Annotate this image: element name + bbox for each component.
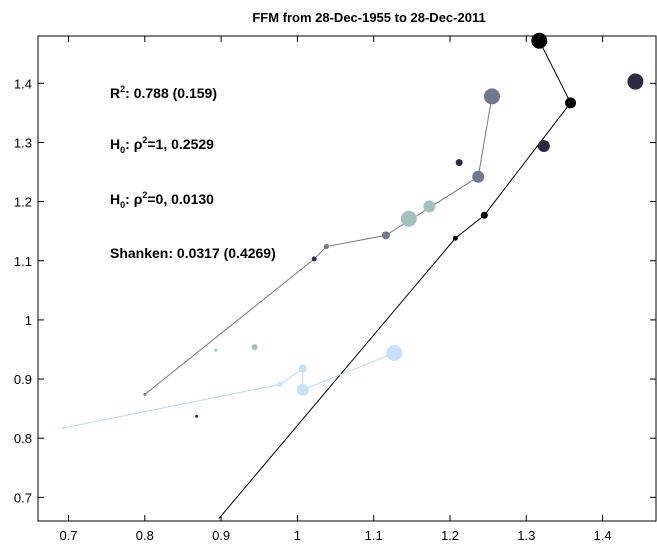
- y-tick-label: 1.4: [14, 76, 32, 91]
- data-points: [61, 32, 644, 430]
- data-point: [195, 414, 199, 418]
- data-point: [423, 200, 436, 213]
- x-tick-label: 1.3: [517, 528, 535, 543]
- x-tick-label: 1.1: [365, 528, 383, 543]
- data-point: [381, 231, 390, 240]
- data-point: [400, 210, 417, 227]
- x-tick-label: 0.8: [136, 528, 154, 543]
- data-point: [296, 383, 309, 396]
- data-point: [61, 426, 65, 430]
- data-point: [627, 73, 644, 90]
- data-point: [565, 97, 577, 109]
- data-point: [214, 348, 218, 352]
- data-point: [472, 170, 485, 183]
- chart-title: FFM from 28-Dec-1955 to 28-Dec-2011: [252, 10, 485, 25]
- y-tick-label: 1.2: [14, 195, 32, 210]
- data-point: [531, 32, 548, 49]
- h0-rho0-annotation: H0: ρ2=0, 0.0130: [110, 190, 214, 210]
- data-point: [143, 392, 147, 396]
- h0-rho1-annotation: H0: ρ2=1, 0.2529: [110, 135, 214, 155]
- annotations: R2: 0.788 (0.159) H0: ρ2=1, 0.2529 H0: ρ…: [110, 84, 276, 261]
- data-point: [386, 345, 403, 362]
- y-tick-label: 0.7: [14, 490, 32, 505]
- plot-area: [37, 35, 657, 522]
- data-point: [298, 364, 307, 373]
- y-tick-label: 0.9: [14, 372, 32, 387]
- data-point: [452, 235, 458, 241]
- data-point: [251, 344, 258, 351]
- y-tick-label: 0.8: [14, 431, 32, 446]
- shanken-annotation: Shanken: 0.0317 (0.4269): [110, 245, 276, 261]
- series-line: [144, 96, 493, 395]
- x-tick-label: 1.4: [594, 528, 612, 543]
- y-tick-label: 1: [25, 313, 32, 328]
- data-point: [323, 244, 329, 250]
- y-tick-label: 1.1: [14, 254, 32, 269]
- axis-ticks: 0.7 0.8 0.9 1 1.1 1.2 1.3 1.4 0.7 0.8 0.9 1 1.1 1.2 1.…: [14, 36, 656, 543]
- data-point: [311, 256, 317, 262]
- r2-annotation: R2: 0.788 (0.159): [110, 84, 217, 101]
- x-tick-label: 0.9: [212, 528, 230, 543]
- x-tick-label: 1: [294, 528, 301, 543]
- x-tick-label: 1.2: [441, 528, 459, 543]
- data-point: [277, 381, 283, 387]
- data-point: [483, 88, 500, 105]
- data-point: [537, 140, 550, 153]
- data-point: [480, 211, 488, 219]
- x-tick-label: 0.7: [59, 528, 77, 543]
- y-tick-label: 1.3: [14, 135, 32, 150]
- data-point: [455, 159, 463, 167]
